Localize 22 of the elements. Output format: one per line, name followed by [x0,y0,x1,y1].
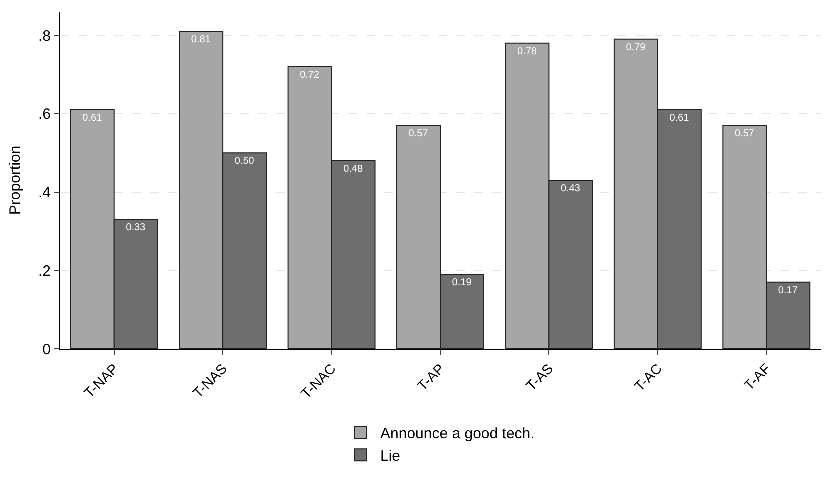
y-tick-label: .4 [38,184,51,202]
legend-label: Announce a good tech. [380,426,535,442]
data-label: 0.57 [408,128,429,140]
y-tick-label: 0 [42,341,51,358]
data-label: 0.57 [734,128,755,140]
data-label: 0.79 [626,42,646,54]
y-tick-label: .8 [38,28,51,45]
data-label: 0.48 [344,164,364,175]
y-tick-label: .6 [38,106,51,124]
data-label: 0.43 [561,184,581,194]
data-label: 0.78 [518,46,538,58]
data-label: 0.61 [82,112,103,124]
y-axis-title: Proportion [7,146,24,216]
data-label: 0.81 [191,34,212,46]
data-label: 0.50 [234,156,255,168]
data-label: 0.17 [778,285,798,296]
data-label: 0.61 [670,112,690,124]
data-label: 0.72 [300,70,320,81]
y-tick-label: .2 [38,262,51,280]
data-label: 0.33 [126,222,146,234]
legend-label: Lie [380,448,401,465]
data-label: 0.19 [452,278,472,289]
